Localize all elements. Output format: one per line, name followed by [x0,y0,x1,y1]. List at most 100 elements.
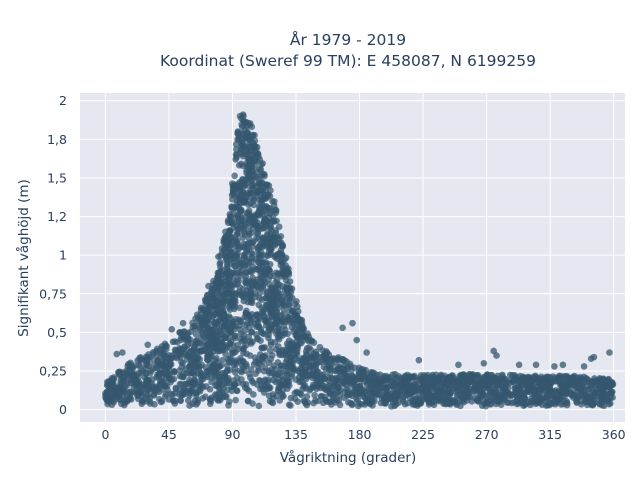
data-point [474,371,482,379]
data-point [269,212,277,220]
data-point [183,337,190,344]
data-point [331,379,338,386]
data-point [511,385,519,392]
data-point [301,381,309,389]
data-point [460,371,467,378]
data-point [482,402,490,410]
data-point [311,391,318,399]
data-point [250,157,258,164]
data-point [289,365,296,373]
data-point [155,358,162,366]
data-point [261,316,269,324]
data-point [256,377,264,385]
data-point [182,387,189,395]
y-tick-label: 0 [59,402,67,417]
data-point [349,319,356,327]
data-point [219,393,226,401]
data-point [231,299,239,307]
data-point [192,315,199,322]
data-point [342,377,350,385]
x-tick-label: 225 [411,427,435,442]
data-point [222,277,230,284]
data-point [233,154,240,161]
data-point [266,384,274,392]
data-point [277,262,285,269]
data-point [231,381,239,388]
data-point [480,392,487,399]
data-point [230,254,238,262]
data-point [192,354,200,362]
data-point [567,385,575,393]
data-point [392,398,399,406]
data-point [276,249,283,257]
data-point [488,376,496,384]
data-point [302,333,309,341]
data-point [248,229,255,237]
data-point [411,395,419,402]
data-point [376,371,384,378]
y-tick-label: 1,2 [47,209,67,224]
data-point [544,373,552,381]
data-point [458,394,466,401]
data-point [225,402,232,409]
data-point [578,397,585,405]
data-point [551,363,558,370]
chart-title-line-2: Koordinat (Sweref 99 TM): E 458087, N 61… [160,52,536,70]
data-point [206,400,214,408]
data-point [248,182,255,190]
data-point [161,382,169,390]
data-point [254,334,261,342]
data-point [274,334,282,341]
data-point [330,355,337,362]
data-point [248,151,256,159]
data-point [161,358,169,366]
data-point [226,250,233,258]
data-point [237,272,245,279]
data-point [272,365,279,373]
data-point [234,231,241,239]
data-point [258,200,266,208]
data-point [247,199,254,207]
data-point [561,398,568,405]
data-point [428,393,435,401]
data-point [209,331,217,339]
data-point [192,337,200,345]
data-point [240,112,247,120]
data-point [367,372,375,380]
data-point [249,400,256,407]
data-point [260,219,268,227]
data-point [196,379,204,386]
data-point [323,385,330,393]
data-point [313,367,321,375]
data-point [285,301,293,309]
data-point [224,386,231,394]
data-point [108,401,116,409]
data-point [268,327,276,334]
data-point [555,374,563,382]
data-point [356,384,363,391]
data-point [470,384,478,391]
data-point [149,376,156,383]
data-point [274,359,282,366]
data-point [146,370,154,377]
data-point [344,365,351,373]
data-point [144,341,152,349]
data-point [480,375,487,382]
data-point [297,377,304,384]
data-point [225,327,233,334]
data-point [461,381,468,389]
data-point [123,395,131,402]
y-tick-label: 1,5 [47,170,67,185]
data-point [283,268,290,275]
data-point [291,389,299,397]
data-point [258,178,266,186]
data-point [269,197,276,205]
data-point [497,401,505,409]
data-point [237,367,244,374]
data-point [249,215,256,222]
data-point [233,374,241,382]
data-point [310,339,318,346]
data-point [501,396,509,404]
data-point [110,374,118,381]
data-point [270,394,277,402]
